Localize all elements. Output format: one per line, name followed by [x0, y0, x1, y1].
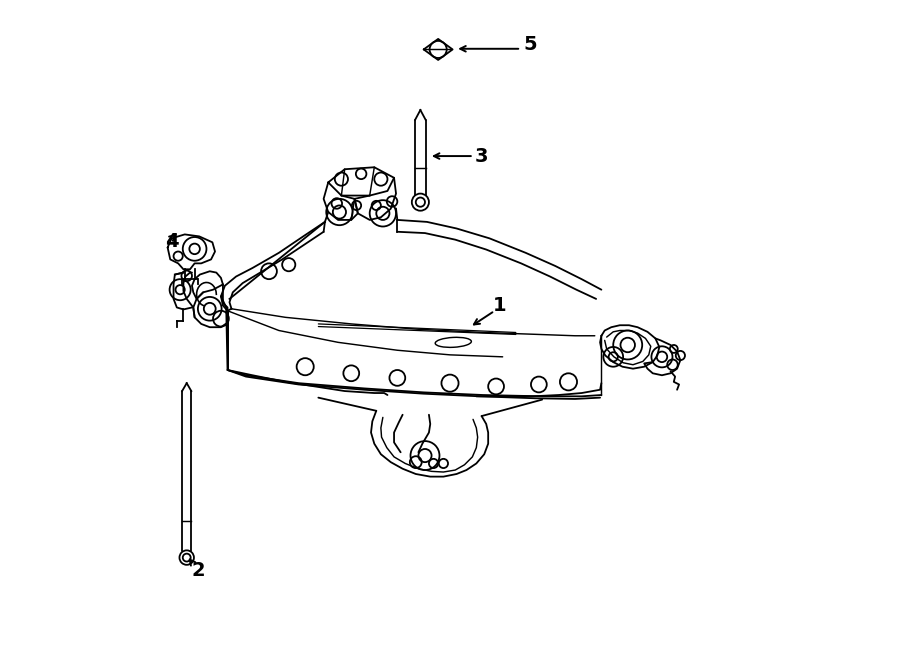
Text: 3: 3 [475, 147, 489, 165]
Circle shape [412, 194, 429, 211]
Text: 4: 4 [166, 232, 179, 251]
Text: 1: 1 [492, 296, 506, 315]
Text: 5: 5 [524, 35, 537, 54]
Circle shape [179, 551, 194, 565]
Text: 2: 2 [192, 561, 205, 580]
